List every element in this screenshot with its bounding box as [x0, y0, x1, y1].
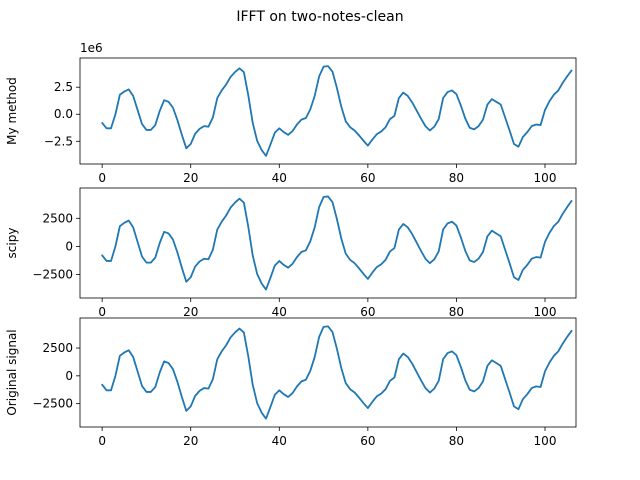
x-tick-label: 20 — [183, 434, 198, 448]
y-tick-label: −2500 — [32, 397, 73, 411]
y-tick-label: −2.5 — [44, 134, 73, 148]
subplots: 0 20 40 60 80 100 −2.5 0.0 2.5 1e6 My method 0 20 40 6… — [5, 41, 577, 448]
y-tick-label: 0.0 — [54, 107, 73, 121]
y-offset-text: 1e6 — [80, 41, 103, 55]
axes-frame — [79, 57, 577, 165]
axes-frame — [79, 317, 577, 428]
x-tick-label: 0 — [98, 171, 106, 185]
x-tick-label: 100 — [534, 305, 557, 319]
x-tick-label: 60 — [360, 171, 375, 185]
subplot-1: 0 20 40 60 80 100 −2.5 0.0 2.5 1e6 My method — [5, 41, 577, 185]
x-tick-label: 80 — [449, 434, 464, 448]
x-tick-label: 100 — [534, 171, 557, 185]
x-tick-label: 100 — [534, 434, 557, 448]
y-axis-label: scipy — [5, 228, 19, 259]
x-tick-label: 80 — [449, 171, 464, 185]
y-tick-label: 2.5 — [54, 80, 73, 94]
axes-frame — [79, 187, 577, 299]
y-axis-label: Original signal — [5, 329, 19, 415]
figure-title: IFFT on two-notes-clean — [236, 9, 403, 25]
x-tick-label: 20 — [183, 171, 198, 185]
y-tick-label: 0 — [65, 239, 73, 253]
series-line-1-1 — [101, 65, 573, 157]
y-axis-label: My method — [5, 77, 19, 145]
x-tick-label: 60 — [360, 305, 375, 319]
x-tick-label: 0 — [98, 305, 106, 319]
subplot-3: 0 20 40 60 80 100 −2500 0 2500 Original signal — [5, 317, 577, 448]
series-line-3-1 — [101, 325, 573, 420]
x-tick-label: 60 — [360, 434, 375, 448]
subplot-2: 0 20 40 60 80 100 −2500 0 2500 scipy — [5, 187, 577, 319]
x-tick-label: 80 — [449, 305, 464, 319]
x-tick-label: 20 — [183, 305, 198, 319]
y-tick-label: 0 — [65, 369, 73, 383]
x-tick-label: 40 — [272, 171, 287, 185]
y-tick-label: 2500 — [42, 211, 73, 225]
x-tick-label: 0 — [98, 434, 106, 448]
y-tick-label: −2500 — [32, 267, 73, 281]
series-line-2-1 — [101, 195, 573, 291]
x-tick-label: 40 — [272, 434, 287, 448]
x-tick-label: 40 — [272, 305, 287, 319]
y-tick-label: 2500 — [42, 341, 73, 355]
